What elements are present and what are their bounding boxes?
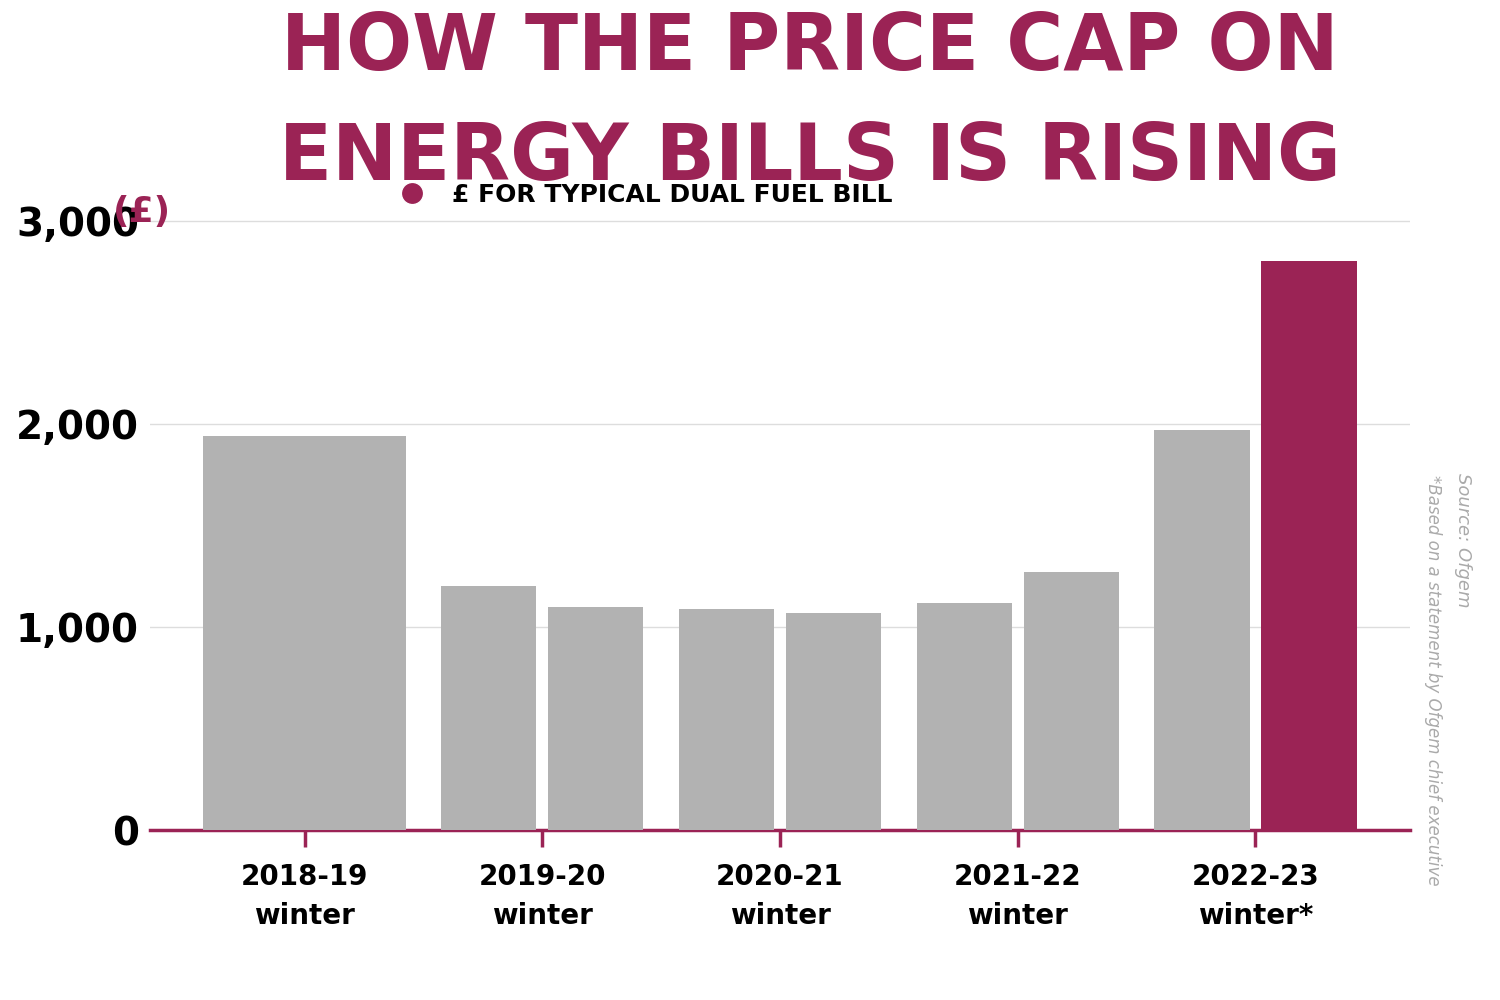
Text: *Based on a statement by Ofgem chief executive: *Based on a statement by Ofgem chief exe… — [1424, 475, 1442, 885]
Bar — [680, 609, 774, 830]
Bar — [1023, 572, 1119, 830]
Bar — [1155, 430, 1250, 830]
Bar — [786, 613, 880, 830]
Bar — [1262, 261, 1356, 830]
Bar — [916, 602, 1013, 830]
Text: (£): (£) — [112, 195, 171, 229]
Text: Source: Ofgem: Source: Ofgem — [1454, 473, 1472, 607]
Text: ENERGY BILLS IS RISING: ENERGY BILLS IS RISING — [279, 120, 1341, 196]
Bar — [441, 586, 537, 830]
Bar — [548, 607, 644, 830]
Bar — [204, 436, 405, 830]
Text: HOW THE PRICE CAP ON: HOW THE PRICE CAP ON — [280, 10, 1340, 86]
Legend: £ FOR TYPICAL DUAL FUEL BILL: £ FOR TYPICAL DUAL FUEL BILL — [376, 173, 902, 217]
